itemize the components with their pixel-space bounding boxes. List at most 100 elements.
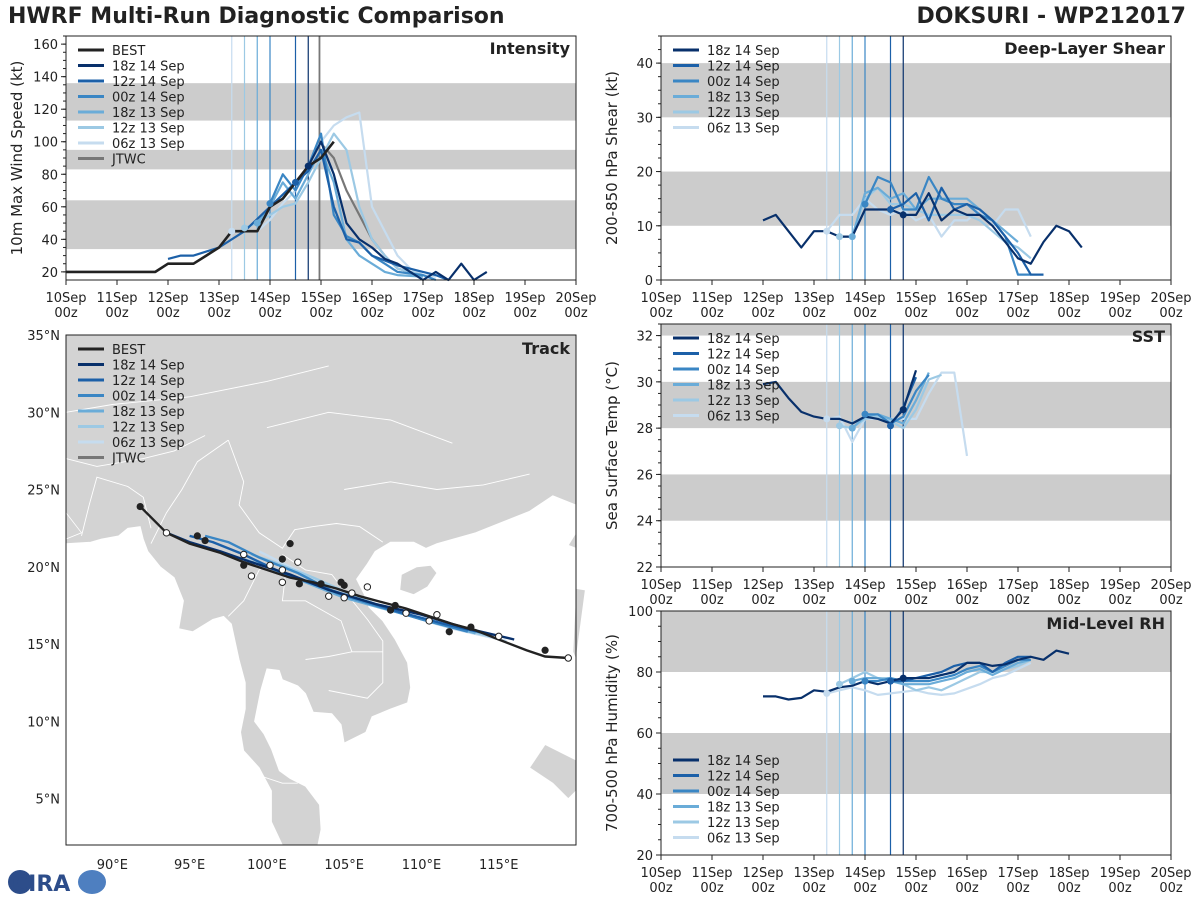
intensity-series-06z-13-sep [231, 111, 436, 278]
intensity-xtick-label: 12Sep [147, 291, 188, 306]
intensity-xtick-label: 15Sep [300, 291, 341, 306]
sst-ytick-label: 24 [636, 515, 653, 530]
track-best-marker [541, 646, 549, 654]
shear-xtick-label-hour: 00z [751, 306, 775, 321]
track-xtick-label: 90°E [97, 858, 128, 873]
intensity-xtick-label: 10Sep [45, 291, 86, 306]
track-best-marker [286, 540, 294, 548]
intensity-xtick-label-hour: 00z [207, 306, 231, 321]
track-best-marker-open [162, 529, 171, 537]
track-best-marker-open [340, 594, 348, 602]
rh-ytick-label: 40 [636, 788, 653, 803]
shear-ylabel: 200-850 hPa Shear (kt) [603, 71, 621, 245]
track-best-marker-open [266, 561, 274, 569]
sst-xtick-label: 10Sep [640, 578, 681, 593]
intensity-xtick-label-hour: 00z [462, 306, 486, 321]
border-bangladesh [81, 476, 152, 537]
sst-band-2 [661, 324, 1171, 336]
track-best-marker-open [495, 632, 503, 641]
logo-text: CIRA [12, 872, 70, 897]
page-title: HWRF Multi-Run Diagnostic Comparison [8, 4, 505, 29]
track-best-marker-open [348, 589, 356, 597]
shear-xtick-label: 14Sep [844, 291, 885, 306]
intensity-init-marker [253, 219, 261, 227]
border-cambodia [305, 651, 383, 660]
sst-xtick-label: 15Sep [895, 578, 936, 593]
rh-init-marker [887, 677, 894, 685]
sst-legend-label: 12z 13 Sep [707, 394, 780, 409]
track-ytick-label: 25°N [27, 484, 60, 499]
intensity-legend-label: 12z 14 Sep [112, 75, 185, 90]
intensity-xtick-label-hour: 00z [513, 306, 537, 321]
rh-xtick-label-hour: 00z [955, 881, 979, 896]
shear-legend-label: 12z 14 Sep [707, 60, 780, 75]
rh-series-18z-14-sep [763, 649, 1070, 701]
rh-xtick-label: 15Sep [895, 866, 936, 881]
intensity-ytick-label: 20 [41, 266, 58, 281]
rh-xtick-label: 10Sep [640, 866, 681, 881]
intensity-xtick-label-hour: 00z [360, 306, 384, 321]
shear-title: Deep-Layer Shear [1004, 39, 1165, 58]
sst-legend-label: 18z 14 Sep [707, 332, 780, 347]
sst-ytick-label: 22 [636, 561, 653, 576]
rh-xtick-label: 12Sep [742, 866, 783, 881]
rh-ytick-label: 20 [636, 849, 653, 864]
track-best-marker-open [294, 558, 302, 566]
shear-xtick-label-hour: 00z [1108, 306, 1132, 321]
rh-legend-label: 12z 13 Sep [707, 816, 780, 831]
shear-init-marker [887, 206, 894, 214]
rh-init-marker [861, 677, 869, 685]
sst-init-marker [848, 424, 856, 432]
rh-legend-label: 06z 13 Sep [707, 832, 780, 847]
intensity-xtick-label: 16Sep [351, 291, 392, 306]
rh-ytick-label: 60 [636, 727, 653, 742]
intensity-xtick-label-hour: 00z [309, 306, 333, 321]
track-best-marker [386, 606, 395, 614]
border-india-myanmar [150, 439, 229, 544]
track-best-marker [295, 580, 303, 588]
intensity-init-marker [266, 200, 274, 208]
rh-xtick-label: 11Sep [691, 866, 732, 881]
intensity-legend-label: 00z 14 Sep [112, 91, 185, 106]
sst-init-marker [899, 406, 907, 414]
track-legend-label: 12z 14 Sep [112, 374, 185, 389]
intensity-legend-label: JTWC [111, 153, 146, 168]
sst-band-0 [661, 474, 1171, 521]
shear-xtick-label-hour: 00z [700, 306, 724, 321]
track-ytick-label: 30°N [27, 406, 60, 421]
track-legend-label: 06z 13 Sep [112, 436, 185, 451]
intensity-xtick-label-hour: 00z [54, 306, 78, 321]
intensity-ytick-label: 120 [33, 103, 58, 118]
shear-init-marker [848, 233, 856, 241]
intensity-ytick-label: 60 [41, 201, 58, 216]
rh-xtick-label-hour: 00z [1159, 881, 1183, 896]
sst-xtick-label-hour: 00z [802, 593, 826, 608]
rh-legend-label: 12z 14 Sep [707, 770, 780, 785]
panel-shear: 01020304010Sep00z11Sep00z12Sep00z13Sep00… [603, 35, 1192, 321]
track-ytick-label: 15°N [27, 638, 60, 653]
track-best-marker [445, 628, 453, 636]
shear-ytick-label: 30 [636, 111, 653, 126]
intensity-init-marker [292, 178, 299, 186]
shear-xtick-label: 20Sep [1150, 291, 1191, 306]
track-xtick-label: 105°E [324, 858, 364, 873]
shear-xtick-label: 10Sep [640, 291, 681, 306]
rh-init-marker [823, 689, 831, 697]
shear-xtick-label-hour: 00z [1006, 306, 1030, 321]
sst-xtick-label: 17Sep [997, 578, 1038, 593]
shear-legend-label: 06z 13 Sep [707, 122, 780, 137]
sst-xtick-label: 14Sep [844, 578, 885, 593]
intensity-series-18z-14-sep [307, 140, 488, 282]
intensity-xtick-label: 13Sep [198, 291, 239, 306]
rh-ylabel: 700-500 hPa Humidity (%) [603, 634, 621, 832]
intensity-ytick-label: 140 [33, 71, 58, 86]
sst-xtick-label: 20Sep [1150, 578, 1191, 593]
border-inner-china-2 [266, 411, 453, 444]
intensity-xtick-label-hour: 00z [411, 306, 435, 321]
shear-xtick-label: 17Sep [997, 291, 1038, 306]
sst-series-00z-14-sep [865, 374, 930, 425]
sst-legend-label: 00z 14 Sep [707, 363, 780, 378]
